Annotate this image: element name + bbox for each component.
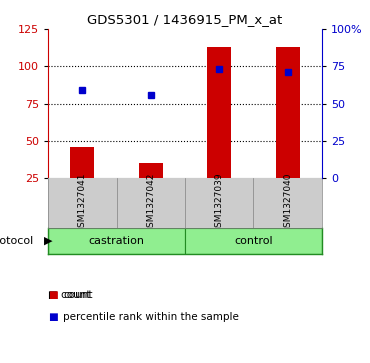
Bar <box>48 228 185 254</box>
Text: ■ count: ■ count <box>48 290 91 301</box>
Bar <box>70 147 94 178</box>
Title: GDS5301 / 1436915_PM_x_at: GDS5301 / 1436915_PM_x_at <box>87 13 283 26</box>
Text: GSM1327040: GSM1327040 <box>283 172 292 233</box>
Text: ■: ■ <box>48 312 58 322</box>
Bar <box>276 47 300 178</box>
Text: castration: castration <box>88 236 145 246</box>
Text: count: count <box>63 290 92 301</box>
Text: protocol: protocol <box>0 236 33 246</box>
Bar <box>207 47 231 178</box>
Text: percentile rank within the sample: percentile rank within the sample <box>63 312 239 322</box>
Text: GSM1327041: GSM1327041 <box>78 172 87 233</box>
Bar <box>139 163 163 178</box>
Text: GSM1327039: GSM1327039 <box>215 172 224 233</box>
Text: control: control <box>234 236 273 246</box>
Text: ▶: ▶ <box>44 236 53 246</box>
Text: GSM1327042: GSM1327042 <box>146 173 155 233</box>
Text: ■: ■ <box>48 290 58 301</box>
Bar <box>185 228 322 254</box>
